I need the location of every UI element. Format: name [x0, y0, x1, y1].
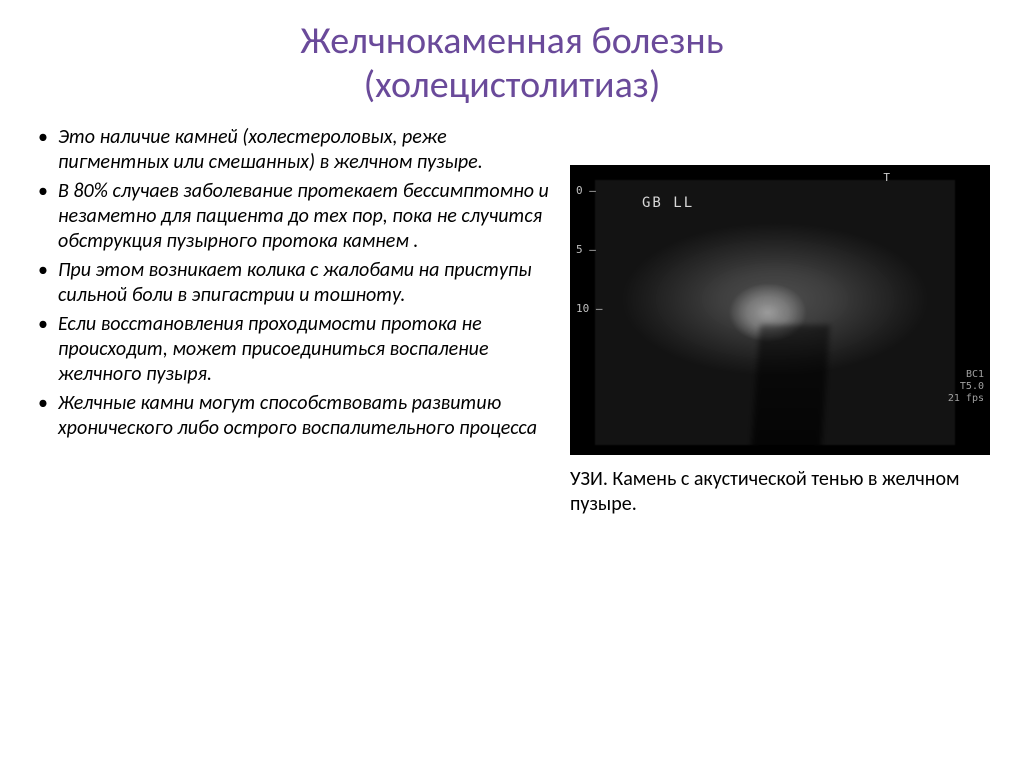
depth-scale: 0 – 5 – 10 – — [576, 185, 603, 362]
scale-mark: 10 – — [576, 303, 603, 314]
title-line-2: (холецистолитиаз) — [364, 62, 661, 108]
ultrasound-label: GB LL — [642, 195, 694, 211]
bullet-item: При этом возникает колика с жалобами на … — [30, 258, 550, 308]
bullet-item: В 80% случаев заболевание протекает бесс… — [30, 179, 550, 254]
text-column: Это наличие камней (холестероловых, реже… — [30, 125, 550, 517]
title-line-1: Желчнокаменная болезнь — [300, 18, 723, 64]
acoustic-shadow — [750, 325, 830, 456]
slide-title: Желчнокаменная болезнь (холецистолитиаз) — [30, 20, 994, 107]
image-caption: УЗИ. Камень с акустической тенью в желчн… — [570, 467, 994, 517]
meta-line: 21 fps — [948, 393, 984, 405]
bullet-item: Это наличие камней (холестероловых, реже… — [30, 125, 550, 175]
image-column: 0 – 5 – 10 – GB LL T BC1 T5.0 21 fps УЗИ… — [570, 125, 994, 517]
ultrasound-meta: BC1 T5.0 21 fps — [948, 369, 984, 405]
ultrasound-top-marker: T — [883, 171, 890, 184]
ultrasound-image: 0 – 5 – 10 – GB LL T BC1 T5.0 21 fps — [570, 165, 990, 455]
bullet-item: Если восстановления проходимости протока… — [30, 312, 550, 387]
meta-line: T5.0 — [948, 381, 984, 393]
scale-mark: 5 – — [576, 244, 603, 255]
bullet-list: Это наличие камней (холестероловых, реже… — [30, 125, 550, 441]
bullet-item: Желчные камни могут способствовать разви… — [30, 391, 550, 441]
meta-line: BC1 — [948, 369, 984, 381]
content-area: Это наличие камней (холестероловых, реже… — [30, 125, 994, 517]
scale-mark: 0 – — [576, 185, 603, 196]
